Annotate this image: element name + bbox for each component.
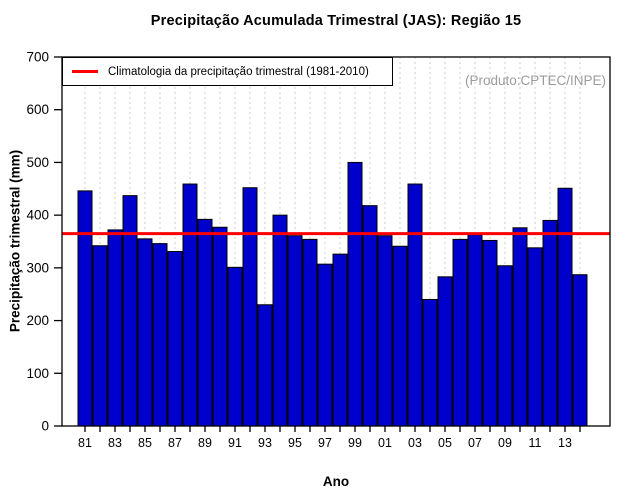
bar-1989 xyxy=(197,218,213,427)
bar-2009 xyxy=(497,265,513,427)
bar-1983 xyxy=(107,229,123,427)
bar-1998 xyxy=(332,253,348,427)
bar-1993 xyxy=(257,304,273,427)
legend: Climatologia da precipitação trimestral … xyxy=(62,57,393,86)
y-tick-label-100: 100 xyxy=(26,366,49,381)
x-tick-label-2009: 09 xyxy=(498,436,512,450)
climatology-line-sample-icon xyxy=(72,70,98,73)
bar-2014 xyxy=(572,274,588,427)
y-axis-label: Precipitação trimestral (mm) xyxy=(7,149,23,333)
bar-1986 xyxy=(152,243,168,427)
y-tick-label-600: 600 xyxy=(26,102,49,117)
bar-2002 xyxy=(392,245,408,427)
y-tick-label-300: 300 xyxy=(26,260,49,275)
x-tick-label-2001: 01 xyxy=(378,436,392,450)
y-tick-label-400: 400 xyxy=(26,208,49,223)
bar-2012 xyxy=(542,219,558,427)
bar-1999 xyxy=(347,161,363,427)
x-tick-label-2003: 03 xyxy=(408,436,422,450)
x-tick-label-2013: 13 xyxy=(558,436,572,450)
y-tick-label-700: 700 xyxy=(26,50,49,65)
x-tick-label-1997: 97 xyxy=(318,436,332,450)
x-tick-label-2005: 05 xyxy=(438,436,452,450)
chart-title: Precipitação Acumulada Trimestral (JAS):… xyxy=(150,13,522,29)
bar-2011 xyxy=(527,247,543,427)
x-tick-label-1987: 87 xyxy=(168,436,182,450)
bar-2008 xyxy=(482,239,498,427)
product-watermark: (Produto:CPTEC/INPE) xyxy=(464,73,606,88)
bar-1985 xyxy=(137,238,153,427)
bar-2006 xyxy=(452,238,468,427)
bar-1984 xyxy=(122,195,138,427)
bar-2007 xyxy=(467,234,483,427)
bar-2001 xyxy=(377,235,393,427)
x-tick-label-1981: 81 xyxy=(78,436,92,450)
bar-2010 xyxy=(512,227,528,427)
legend-label: Climatologia da precipitação trimestral … xyxy=(108,65,369,78)
bar-1981 xyxy=(77,190,93,427)
bar-2013 xyxy=(557,187,573,427)
x-tick-label-1999: 99 xyxy=(348,436,362,450)
x-tick-label-1991: 91 xyxy=(228,436,242,450)
y-tick-label-0: 0 xyxy=(41,419,49,434)
x-tick-label-1985: 85 xyxy=(138,436,152,450)
bar-1990 xyxy=(212,226,228,427)
bar-2005 xyxy=(437,276,453,427)
bar-2004 xyxy=(422,298,438,427)
x-tick-label-1993: 93 xyxy=(258,436,272,450)
x-tick-label-1983: 83 xyxy=(108,436,122,450)
bar-1997 xyxy=(317,263,333,427)
y-tick-label-500: 500 xyxy=(26,155,49,170)
x-tick-label-2011: 11 xyxy=(529,436,542,450)
bar-1991 xyxy=(227,266,243,427)
bar-1995 xyxy=(287,235,303,427)
bar-1992 xyxy=(242,187,258,427)
bar-1994 xyxy=(272,214,288,427)
bar-1988 xyxy=(182,183,198,427)
y-tick-label-200: 200 xyxy=(26,313,49,328)
x-tick-label-2007: 07 xyxy=(468,436,482,450)
bar-1987 xyxy=(167,251,183,427)
x-tick-label-1989: 89 xyxy=(198,436,212,450)
x-tick-label-1995: 95 xyxy=(288,436,302,450)
bar-1982 xyxy=(92,245,108,427)
bar-2003 xyxy=(407,183,423,427)
bar-2000 xyxy=(362,205,378,427)
x-axis-label: Ano xyxy=(322,474,350,489)
bar-1996 xyxy=(302,238,318,427)
